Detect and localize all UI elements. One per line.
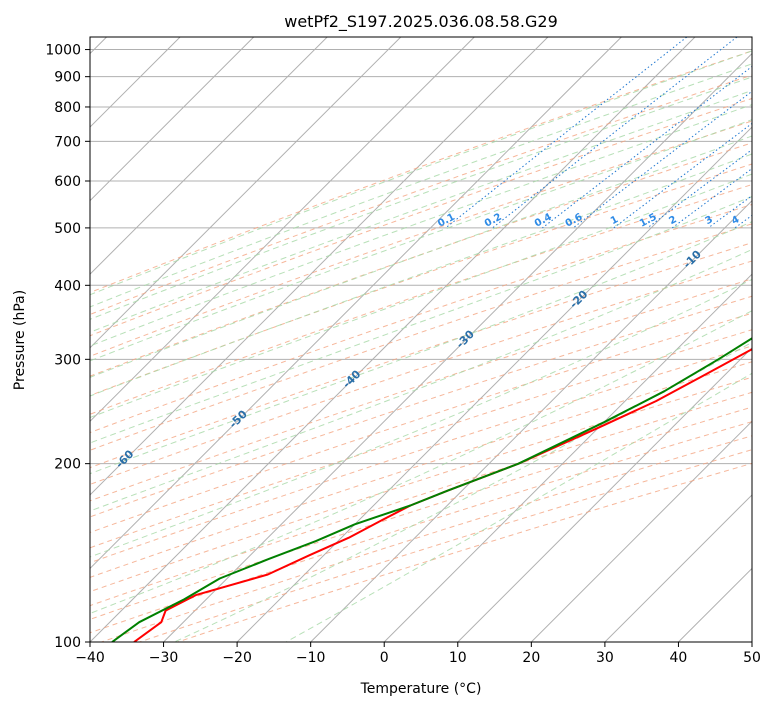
mixing-ratio-label: 2 <box>667 214 678 227</box>
moist-adiabat-line <box>90 278 752 558</box>
isotherm-line <box>90 37 549 496</box>
dewpoint-profile-line <box>111 337 752 642</box>
y-tick-label: 500 <box>54 221 81 237</box>
isotherm-line <box>90 37 696 642</box>
y-axis-label: Pressure (hPa) <box>12 290 28 390</box>
dry-adiabat-line <box>90 50 752 294</box>
plot-frame <box>89 36 753 643</box>
x-tick-label: −40 <box>75 650 105 666</box>
x-tick-label: 0 <box>380 650 389 666</box>
moist-adiabat-line <box>90 50 752 296</box>
mixing-ratio-line <box>445 37 688 229</box>
x-tick-label: 10 <box>449 650 467 666</box>
x-axis-label: Temperature (°C) <box>360 681 482 697</box>
background-lines <box>90 37 752 642</box>
chart-title: wetPf2_S197.2025.036.08.58.G29 <box>284 12 558 32</box>
y-tick-label: 900 <box>54 70 81 86</box>
moist-adiabat-line <box>90 119 752 362</box>
y-tick-label: 700 <box>54 134 81 150</box>
dry-adiabat-line <box>90 329 752 549</box>
isotherm-line <box>163 52 752 642</box>
temperature-profile-line <box>133 348 752 642</box>
isotherm-line <box>90 37 622 570</box>
mixing-ratio-line <box>542 65 752 229</box>
x-tick-label: 20 <box>522 650 540 666</box>
series-layer <box>111 337 752 642</box>
dry-adiabat-line <box>90 391 752 607</box>
y-tick-label: 600 <box>54 174 81 190</box>
x-tick-label: 40 <box>670 650 688 666</box>
y-tick-label: 200 <box>54 457 81 473</box>
dry-adiabat-line <box>90 183 752 415</box>
dry-adiabat-line <box>90 120 752 357</box>
moist-adiabat-line <box>90 63 752 308</box>
moist-adiabat-line <box>90 153 752 397</box>
isotherm-line <box>457 347 752 642</box>
mixing-ratio-label: 3 <box>704 214 715 227</box>
moist-adiabat-line <box>90 76 752 320</box>
isotherm-line <box>90 37 328 275</box>
dry-adiabat-line <box>90 223 752 451</box>
isotherm-line <box>90 37 402 349</box>
x-tick-label: −10 <box>296 650 326 666</box>
dry-adiabat-line <box>90 242 752 469</box>
isotherm-line <box>90 37 475 423</box>
y-tick-label: 300 <box>54 352 81 368</box>
x-tick-label: −30 <box>149 650 179 666</box>
dry-adiabat-line <box>90 74 752 316</box>
mixing-ratio-line <box>492 37 738 229</box>
y-tick-label: 1000 <box>45 43 81 59</box>
x-tick-label: 50 <box>743 650 761 666</box>
y-tick-label: 400 <box>54 278 81 294</box>
y-axis: 100 200 300 400 500 600 700 800 900 1000 <box>45 43 90 651</box>
dry-adiabat-line <box>90 97 752 337</box>
y-tick-label: 800 <box>54 100 81 116</box>
isotherm-line <box>236 126 752 642</box>
mixing-ratio-label: 4 <box>730 214 741 227</box>
isotherm-line <box>530 420 752 642</box>
y-tick-label: 100 <box>54 635 81 651</box>
dry-adiabat-line <box>90 376 752 593</box>
dry-adiabat-line <box>90 295 752 518</box>
moist-adiabat-line <box>90 89 752 333</box>
isotherm-line <box>383 273 752 642</box>
moist-adiabat-line <box>90 196 752 444</box>
dry-adiabat-line <box>90 345 752 564</box>
moist-adiabat-line <box>90 173 752 419</box>
mixing-ratio-line <box>613 122 752 229</box>
dry-adiabat-line <box>90 278 752 502</box>
mixing-ratio-label: 1 <box>609 214 620 227</box>
dry-adiabat-line <box>90 142 752 377</box>
isotherm-line <box>90 37 255 202</box>
x-tick-label: 30 <box>596 650 614 666</box>
isotherm-line <box>604 494 752 642</box>
x-axis: −40 −30 −20 −10 0 10 20 30 40 50 <box>75 642 761 666</box>
x-tick-label: −20 <box>222 650 252 666</box>
